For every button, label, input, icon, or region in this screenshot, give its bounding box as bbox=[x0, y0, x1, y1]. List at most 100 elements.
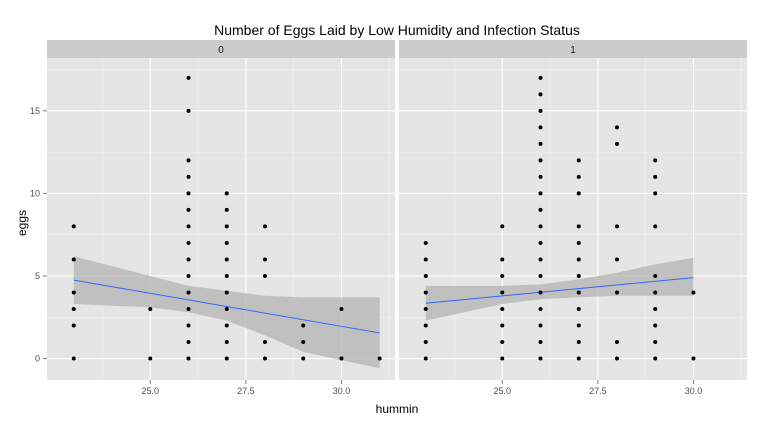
data-point bbox=[500, 340, 505, 345]
facet-strip bbox=[47, 40, 395, 58]
data-point bbox=[71, 306, 76, 311]
data-point bbox=[423, 290, 428, 295]
data-point bbox=[186, 158, 191, 163]
data-point bbox=[538, 125, 543, 130]
data-point bbox=[423, 306, 428, 311]
data-point bbox=[186, 323, 191, 328]
data-point bbox=[653, 174, 658, 179]
data-point bbox=[538, 207, 543, 212]
data-point bbox=[339, 306, 344, 311]
data-point bbox=[301, 340, 306, 345]
data-point bbox=[148, 356, 153, 361]
data-point bbox=[614, 340, 619, 345]
data-point bbox=[224, 191, 229, 196]
facet-panel-0: 0 25.0 27.5 30.0 bbox=[47, 40, 395, 396]
data-point bbox=[224, 273, 229, 278]
chart-title: Number of Eggs Laid by Low Humidity and … bbox=[214, 22, 580, 38]
data-point bbox=[186, 273, 191, 278]
data-point bbox=[423, 323, 428, 328]
data-point bbox=[653, 191, 658, 196]
data-point bbox=[576, 191, 581, 196]
data-point bbox=[614, 224, 619, 229]
data-point bbox=[71, 323, 76, 328]
data-point bbox=[301, 323, 306, 328]
data-point bbox=[186, 108, 191, 113]
data-point bbox=[614, 257, 619, 262]
data-point bbox=[186, 340, 191, 345]
data-point bbox=[653, 290, 658, 295]
data-point bbox=[423, 340, 428, 345]
data-point bbox=[576, 224, 581, 229]
x-tick-label: 25.0 bbox=[141, 386, 159, 396]
data-point bbox=[224, 340, 229, 345]
data-point bbox=[423, 273, 428, 278]
data-point bbox=[500, 323, 505, 328]
data-point bbox=[423, 240, 428, 245]
x-axis-title: hummin bbox=[376, 402, 419, 416]
data-point bbox=[71, 356, 76, 361]
data-point bbox=[538, 92, 543, 97]
data-point bbox=[576, 174, 581, 179]
data-point bbox=[186, 306, 191, 311]
data-point bbox=[262, 356, 267, 361]
data-point bbox=[538, 323, 543, 328]
data-point bbox=[262, 257, 267, 262]
data-point bbox=[538, 224, 543, 229]
data-point bbox=[500, 257, 505, 262]
data-point bbox=[653, 306, 658, 311]
data-point bbox=[576, 273, 581, 278]
x-tick-label: 30.0 bbox=[333, 386, 351, 396]
data-point bbox=[576, 240, 581, 245]
data-point bbox=[262, 340, 267, 345]
data-point bbox=[576, 290, 581, 295]
data-point bbox=[653, 224, 658, 229]
data-point bbox=[186, 191, 191, 196]
data-point bbox=[186, 75, 191, 80]
data-point bbox=[186, 257, 191, 262]
panel-background bbox=[399, 58, 747, 380]
data-point bbox=[576, 340, 581, 345]
data-point bbox=[500, 224, 505, 229]
data-point bbox=[186, 224, 191, 229]
y-tick-label: 0 bbox=[35, 354, 40, 364]
confidence-band bbox=[425, 257, 694, 321]
data-point bbox=[71, 290, 76, 295]
y-tick-label: 5 bbox=[35, 271, 40, 281]
data-point bbox=[423, 257, 428, 262]
data-point bbox=[614, 356, 619, 361]
data-point bbox=[224, 323, 229, 328]
fit-line bbox=[73, 279, 380, 334]
data-point bbox=[224, 290, 229, 295]
data-point bbox=[538, 174, 543, 179]
x-tick-label: 25.0 bbox=[493, 386, 511, 396]
data-point bbox=[71, 257, 76, 262]
data-point bbox=[576, 257, 581, 262]
y-tick-label: 15 bbox=[30, 106, 40, 116]
x-tick-label: 27.5 bbox=[237, 386, 255, 396]
data-point bbox=[538, 158, 543, 163]
data-point bbox=[500, 306, 505, 311]
data-point bbox=[301, 356, 306, 361]
data-point bbox=[653, 273, 658, 278]
data-point bbox=[224, 224, 229, 229]
facet-strip-label: 1 bbox=[570, 45, 576, 56]
data-point bbox=[653, 356, 658, 361]
data-point bbox=[614, 141, 619, 146]
data-point bbox=[691, 290, 696, 295]
x-tick-label: 27.5 bbox=[589, 386, 607, 396]
data-point bbox=[538, 290, 543, 295]
data-point bbox=[71, 224, 76, 229]
data-point bbox=[339, 356, 344, 361]
data-point bbox=[148, 306, 153, 311]
data-point bbox=[500, 290, 505, 295]
data-point bbox=[224, 306, 229, 311]
data-point bbox=[576, 323, 581, 328]
data-point bbox=[224, 257, 229, 262]
data-point bbox=[186, 240, 191, 245]
fit-line bbox=[425, 277, 694, 304]
data-point bbox=[538, 273, 543, 278]
data-point bbox=[653, 158, 658, 163]
y-axis-title: eggs bbox=[15, 210, 29, 236]
data-point bbox=[614, 125, 619, 130]
x-tick-label: 30.0 bbox=[685, 386, 703, 396]
